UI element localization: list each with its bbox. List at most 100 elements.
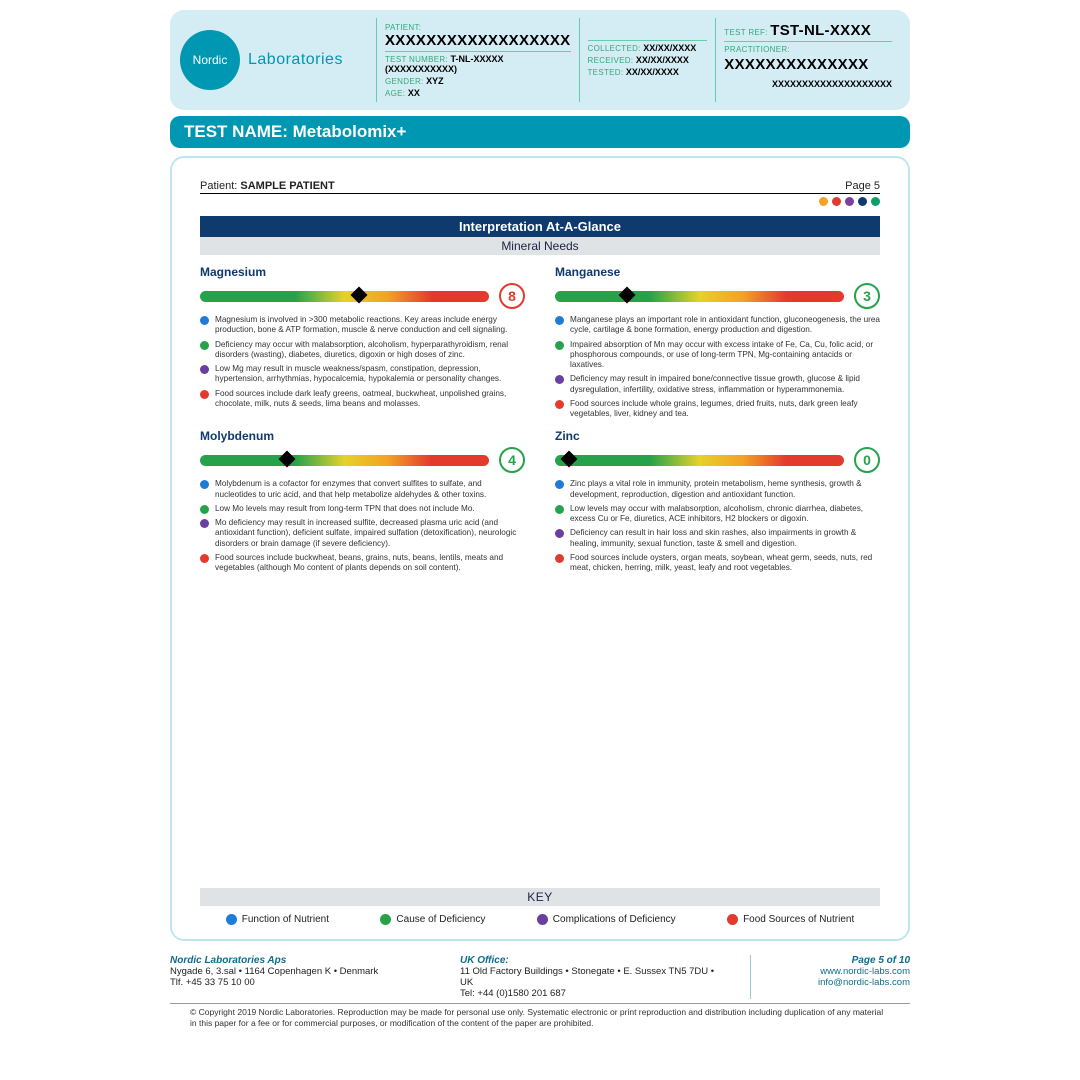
key-label: Food Sources of Nutrient: [743, 914, 854, 925]
key-item: Food Sources of Nutrient: [727, 914, 854, 925]
interpretation-title: Interpretation At-A-Glance: [200, 216, 880, 237]
page-dot: [858, 197, 867, 206]
bullet-row: Low Mg may result in muscle weakness/spa…: [200, 364, 525, 385]
hdr-col-right: TEST REF: TST-NL-XXXX PRACTITIONER: XXXX…: [715, 18, 900, 102]
key-item: Complications of Deficiency: [537, 914, 676, 925]
received-val: XX/XX/XXXX: [636, 55, 689, 65]
mineral-title: Zinc: [555, 429, 880, 443]
patient-line-val: SAMPLE PATIENT: [240, 180, 334, 192]
bullet-row: Mo deficiency may result in increased su…: [200, 518, 525, 549]
testnum-lbl: TEST NUMBER:: [385, 55, 448, 64]
bullet-dot: [555, 505, 564, 514]
bullet-dot: [200, 505, 209, 514]
mineral-card: Zinc 0 Zinc plays a vital role in immunity…: [555, 429, 880, 573]
mineral-title: Magnesium: [200, 265, 525, 279]
mineral-card: Magnesium 8 Magnesium is involved in >300 …: [200, 265, 525, 419]
gauge-marker: [561, 450, 578, 467]
uk-l2: Tel: +44 (0)1580 201 687: [460, 988, 720, 999]
score-circle: 3: [854, 283, 880, 309]
logo-text: Laboratories: [248, 51, 343, 69]
gauge-marker: [278, 450, 295, 467]
dk-l2: Tlf. +45 33 75 10 00: [170, 977, 430, 988]
score-circle: 4: [499, 447, 525, 473]
bullet-text: Deficiency may result in impaired bone/c…: [570, 374, 880, 395]
key-dot: [537, 914, 548, 925]
bullet-row: Food sources include whole grains, legum…: [555, 399, 880, 420]
page-dots: [200, 197, 880, 206]
logo: Nordic Laboratories: [180, 18, 370, 102]
received-lbl: RECEIVED:: [588, 56, 634, 65]
gauge-bar: [200, 455, 489, 466]
bullet-row: Food sources include dark leafy greens, …: [200, 389, 525, 410]
hdr-col-left: PATIENT: XXXXXXXXXXXXXXXXXX TEST NUMBER:…: [376, 18, 579, 102]
bullet-text: Deficiency can result in hair loss and s…: [570, 528, 880, 549]
addr-val: XXXXXXXXXXXXXXXXXXXX: [724, 79, 892, 89]
minerals-grid: Magnesium 8 Magnesium is involved in >300 …: [200, 265, 880, 573]
uk-l1: 11 Old Factory Buildings • Stonegate • E…: [460, 966, 720, 988]
bullet-row: Deficiency can result in hair loss and s…: [555, 528, 880, 549]
mineral-card: Manganese 3 Manganese plays an important r…: [555, 265, 880, 419]
bullet-row: Magnesium is involved in >300 metabolic …: [200, 315, 525, 336]
testref-val: TST-NL-XXXX: [770, 22, 871, 39]
age-lbl: AGE:: [385, 89, 405, 98]
bullet-row: Deficiency may occur with malabsorption,…: [200, 340, 525, 361]
footer: Nordic Laboratories Aps Nygade 6, 3.sal …: [170, 949, 910, 999]
bullet-dot: [555, 554, 564, 563]
bullet-text: Low levels may occur with malabsorption,…: [570, 504, 880, 525]
patient-val: XXXXXXXXXXXXXXXXXX: [385, 32, 571, 49]
bullet-dot: [555, 400, 564, 409]
key-item: Cause of Deficiency: [380, 914, 485, 925]
page-dot: [845, 197, 854, 206]
key-dot: [226, 914, 237, 925]
gender-lbl: GENDER:: [385, 77, 424, 86]
bullet-text: Zinc plays a vital role in immunity, pro…: [570, 479, 880, 500]
gauge-bar: [555, 455, 844, 466]
bullet-text: Food sources include oysters, organ meat…: [570, 553, 880, 574]
bullet-dot: [555, 341, 564, 350]
bullet-text: Food sources include buckwheat, beans, g…: [215, 553, 525, 574]
header-panel: Nordic Laboratories PATIENT: XXXXXXXXXXX…: [170, 10, 910, 110]
bullet-dot: [200, 390, 209, 399]
footer-page: Page 5 of 10: [761, 955, 910, 966]
mineral-card: Molybdenum4Molybdenum is a cofactor for …: [200, 429, 525, 573]
bullet-dot: [555, 529, 564, 538]
score-circle: 0: [854, 447, 880, 473]
footer-email: info@nordic-labs.com: [761, 977, 910, 988]
bullet-dot: [200, 365, 209, 374]
tested-val: XX/XX/XXXX: [626, 67, 679, 77]
bullet-row: Impaired absorption of Mn may occur with…: [555, 340, 880, 371]
bullet-text: Manganese plays an important role in ant…: [570, 315, 880, 336]
test-name-bar: TEST NAME: Metabolomix+: [170, 116, 910, 148]
pract-lbl: PRACTITIONER:: [724, 45, 790, 54]
bullet-row: Low Mo levels may result from long-term …: [200, 504, 525, 514]
bullet-row: Low levels may occur with malabsorption,…: [555, 504, 880, 525]
gauge-bar: [555, 291, 844, 302]
mineral-title: Manganese: [555, 265, 880, 279]
tested-lbl: TESTED:: [588, 68, 624, 77]
bullet-text: Low Mo levels may result from long-term …: [215, 504, 475, 514]
score-circle: 8: [499, 283, 525, 309]
report-body: Patient: SAMPLE PATIENT Page 5 Interpret…: [170, 156, 910, 941]
bullet-text: Molybdenum is a cofactor for enzymes tha…: [215, 479, 525, 500]
page-dot: [832, 197, 841, 206]
bullet-text: Impaired absorption of Mn may occur with…: [570, 340, 880, 371]
bullet-row: Zinc plays a vital role in immunity, pro…: [555, 479, 880, 500]
bullet-text: Food sources include dark leafy greens, …: [215, 389, 525, 410]
patient-lbl: PATIENT:: [385, 23, 421, 32]
uk-hdr: UK Office:: [460, 955, 720, 966]
gauge-marker: [350, 286, 367, 303]
bullet-dot: [555, 316, 564, 325]
dk-hdr: Nordic Laboratories Aps: [170, 955, 430, 966]
collected-val: XX/XX/XXXX: [643, 43, 696, 53]
bullet-row: Molybdenum is a cofactor for enzymes tha…: [200, 479, 525, 500]
key-label: Complications of Deficiency: [553, 914, 676, 925]
testref-lbl: TEST REF:: [724, 28, 767, 37]
bullet-text: Low Mg may result in muscle weakness/spa…: [215, 364, 525, 385]
page-dot: [819, 197, 828, 206]
page-label: Page 5: [845, 180, 880, 192]
gender-val: XYZ: [426, 76, 444, 86]
bullet-dot: [200, 554, 209, 563]
footer-url: www.nordic-labs.com: [761, 966, 910, 977]
key-title: KEY: [200, 888, 880, 906]
patient-line-lbl: Patient:: [200, 180, 237, 192]
